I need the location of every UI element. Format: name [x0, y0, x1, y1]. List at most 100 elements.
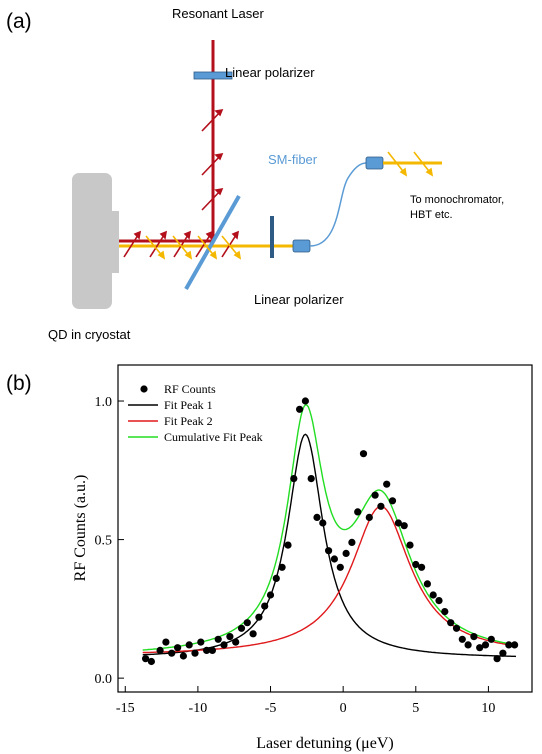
data-point	[383, 480, 391, 488]
x-tick-label: 5	[412, 701, 419, 716]
cryostat-window	[106, 211, 119, 273]
data-point	[301, 397, 309, 405]
data-point	[452, 624, 461, 632]
data-point	[325, 547, 333, 555]
data-point	[179, 652, 187, 660]
x-tick-label: -10	[189, 701, 208, 716]
y-tick-label: 0.0	[95, 672, 113, 687]
fiber-coupler-out	[365, 156, 384, 170]
data-point	[336, 563, 344, 571]
data-point	[191, 649, 199, 657]
beam-splitter	[184, 195, 241, 290]
data-point	[296, 405, 304, 413]
sm-fiber-label: SM-fiber	[268, 152, 318, 167]
data-point	[272, 574, 280, 583]
data-point	[342, 549, 350, 558]
data-point	[249, 630, 257, 638]
data-point	[354, 508, 362, 516]
data-point	[208, 646, 216, 655]
data-point	[174, 644, 182, 652]
data-point	[348, 538, 356, 547]
data-point	[278, 563, 286, 571]
data-point	[313, 513, 321, 522]
data-point	[232, 638, 240, 646]
hbt-label: HBT etc.	[410, 209, 453, 221]
bottom-polarizer-label: Linear polarizer	[254, 292, 344, 307]
plot-layer: -15 -10 -5 0 5 10 0.0 0.5 1.0 RF Counts Fit Peak 1…	[95, 382, 519, 716]
panel-a-label: (a)	[6, 10, 32, 33]
data-point	[142, 655, 150, 663]
data-point	[499, 649, 507, 657]
data-point	[435, 597, 443, 605]
fit-peak-2-line	[142, 505, 517, 654]
x-tick-label: -15	[116, 701, 135, 716]
x-tick-label: 10	[481, 701, 495, 716]
data-point	[243, 619, 251, 627]
qd-label: QD in cryostat	[48, 327, 131, 342]
legend-marker-rf-counts	[140, 385, 148, 393]
data-point	[510, 641, 519, 649]
legend-label: RF Counts	[164, 382, 216, 396]
plot-frame	[117, 364, 533, 693]
data-point	[330, 555, 338, 563]
data-point	[476, 644, 484, 652]
output-polarization-arrows	[387, 151, 434, 177]
y-axis-label: RF Counts (a.u.)	[72, 475, 89, 582]
cryostat-body	[72, 173, 112, 309]
data-point	[505, 641, 513, 649]
data-point	[394, 519, 402, 527]
legend-label: Fit Peak 2	[164, 414, 213, 428]
data-point	[412, 560, 420, 569]
to-monochromator-label: To monochromator,	[410, 194, 504, 206]
data-point	[220, 641, 228, 649]
vertical-beam-polarization-arrows	[201, 108, 224, 211]
data-point	[371, 491, 379, 499]
resonant-laser-label: Resonant Laser	[172, 6, 264, 21]
data-point	[481, 641, 490, 649]
y-tick-label: 1.0	[95, 395, 113, 410]
data-point	[429, 591, 437, 599]
data-point	[162, 638, 170, 646]
data-point	[493, 655, 501, 663]
x-tick-label: 0	[340, 701, 347, 716]
horizontal-beam-polarization-arrows	[123, 230, 240, 258]
fit-peak-1-line	[142, 433, 517, 658]
data-point	[203, 646, 211, 655]
data-point	[290, 475, 298, 483]
data-point	[406, 541, 414, 549]
x-tick-label: -5	[265, 701, 277, 716]
data-point	[237, 624, 246, 632]
data-point	[388, 497, 397, 505]
bottom-linear-polarizer	[270, 216, 274, 258]
data-point	[261, 602, 269, 610]
data-point	[359, 450, 368, 458]
data-point	[185, 641, 193, 649]
data-point	[487, 635, 495, 643]
data-point	[365, 513, 373, 522]
y-tick-label: 0.5	[95, 534, 113, 549]
data-point	[226, 633, 234, 641]
signal-polarization-arrows	[145, 235, 242, 260]
data-point	[284, 541, 292, 549]
data-point	[447, 619, 455, 627]
top-linear-polarizer	[193, 71, 233, 80]
sm-fiber	[309, 162, 367, 247]
data-point	[156, 646, 164, 655]
data-point	[168, 649, 176, 657]
data-point	[214, 635, 222, 643]
data-point	[400, 522, 408, 530]
panel-b-label: (b)	[6, 372, 32, 395]
legend-label: Cumulative Fit Peak	[164, 430, 263, 444]
data-point	[255, 613, 263, 621]
data-point	[307, 475, 315, 483]
x-axis-label: Laser detuning (μeV)	[256, 735, 393, 752]
data-point	[423, 580, 431, 588]
data-point	[418, 563, 426, 571]
data-point	[266, 591, 275, 599]
data-point	[464, 641, 472, 649]
data-point	[377, 502, 385, 510]
data-point	[319, 519, 327, 527]
top-polarizer-label: Linear polarizer	[225, 65, 315, 80]
data-point	[470, 633, 478, 641]
